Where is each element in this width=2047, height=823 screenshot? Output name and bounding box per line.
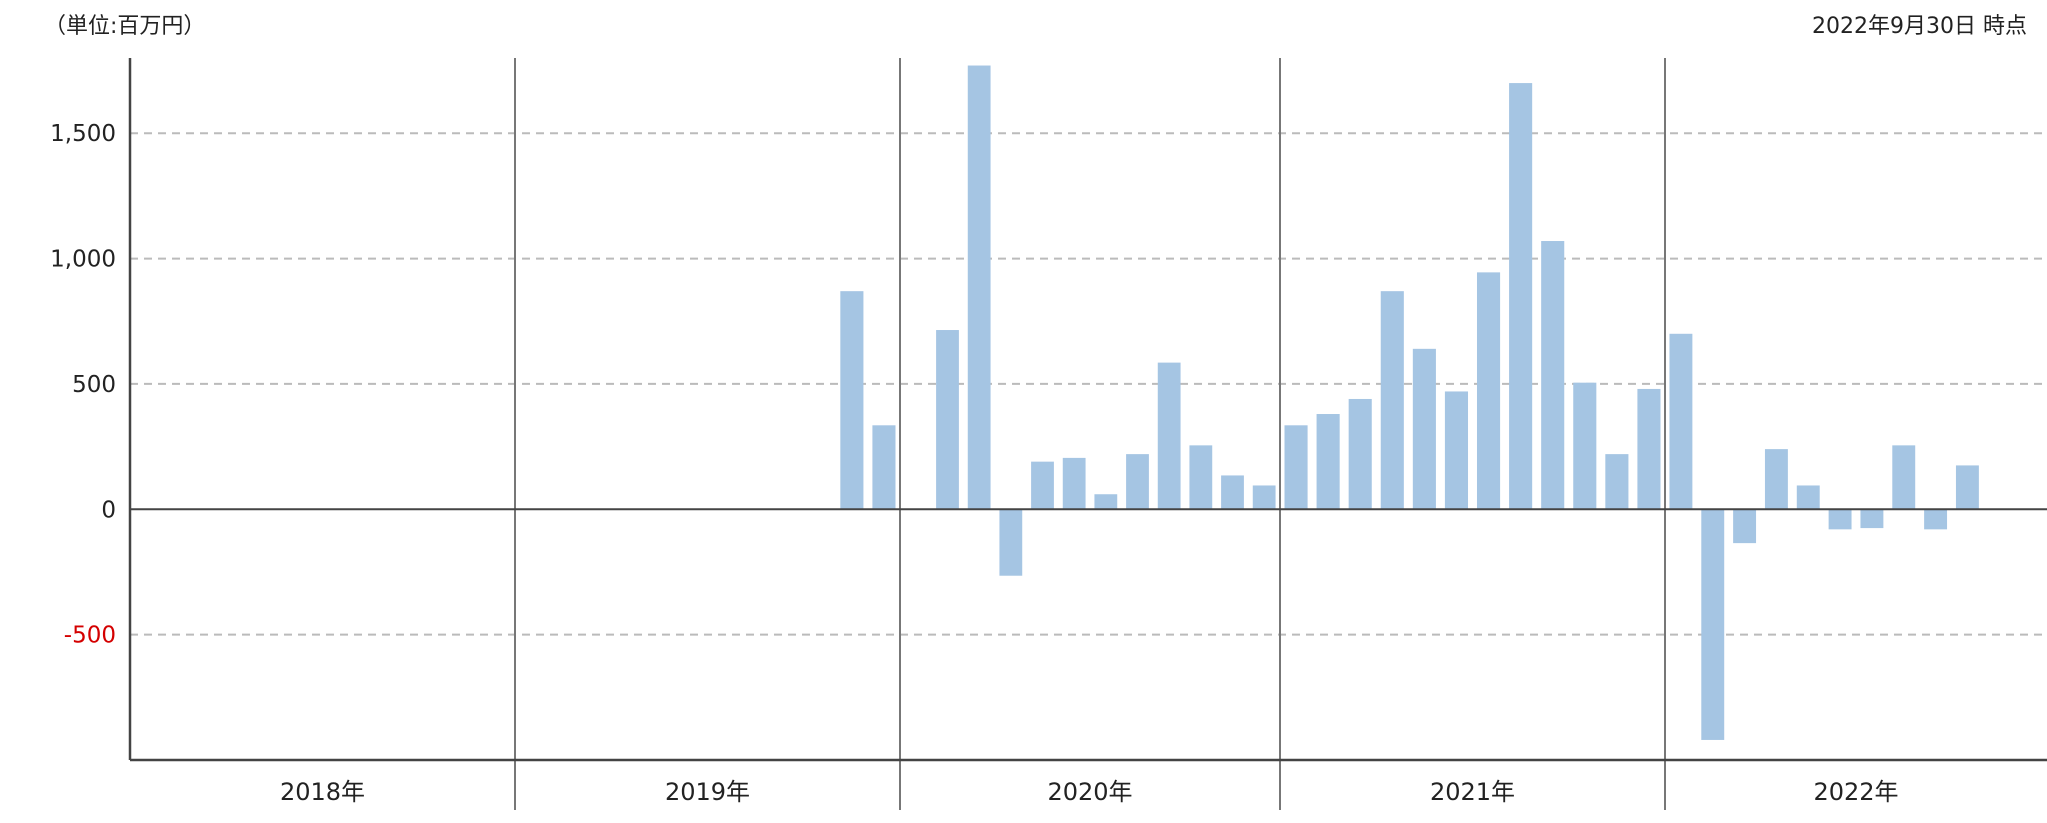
bar bbox=[840, 291, 864, 510]
y-tick-label: 0 bbox=[101, 497, 116, 523]
bar bbox=[1348, 398, 1372, 510]
bar bbox=[1892, 445, 1916, 510]
x-tick-label: 2021年 bbox=[1430, 778, 1515, 806]
bar bbox=[999, 509, 1023, 576]
bar bbox=[1541, 241, 1565, 510]
unit-label: （単位:百万円） bbox=[44, 14, 206, 39]
x-tick-label: 2020年 bbox=[1047, 778, 1132, 806]
bar bbox=[1955, 465, 1979, 510]
bar bbox=[1252, 485, 1276, 510]
bar bbox=[1031, 461, 1054, 510]
bar bbox=[1316, 414, 1340, 510]
bar bbox=[1126, 454, 1149, 510]
bar bbox=[1828, 509, 1852, 530]
bar bbox=[1796, 485, 1820, 510]
y-tick-label: 1,000 bbox=[50, 247, 116, 273]
bar bbox=[1701, 509, 1725, 740]
bar bbox=[1062, 457, 1086, 510]
bar bbox=[1157, 362, 1181, 510]
bar bbox=[967, 65, 991, 510]
bar bbox=[1605, 454, 1629, 510]
bar bbox=[1221, 475, 1244, 510]
bar bbox=[1189, 445, 1213, 510]
bar bbox=[1637, 388, 1661, 510]
x-tick-label: 2022年 bbox=[1813, 778, 1898, 806]
bar bbox=[1669, 333, 1693, 510]
bar bbox=[872, 425, 896, 510]
bar bbox=[1412, 348, 1436, 510]
bar bbox=[1924, 509, 1948, 530]
bar bbox=[1380, 291, 1404, 510]
y-tick-label: -500 bbox=[64, 623, 116, 649]
bar bbox=[1733, 509, 1757, 544]
bar bbox=[1573, 382, 1597, 510]
x-tick-label: 2018年 bbox=[280, 778, 365, 806]
as-of-date-label: 2022年9月30日 時点 bbox=[1812, 14, 2027, 39]
bar bbox=[936, 330, 959, 510]
bar bbox=[1764, 449, 1788, 510]
x-tick-label: 2019年 bbox=[665, 778, 750, 806]
bar bbox=[1476, 272, 1501, 510]
bar bbox=[1509, 83, 1533, 510]
bar bbox=[1094, 494, 1118, 510]
bar bbox=[1860, 509, 1884, 529]
bar bbox=[1284, 425, 1308, 510]
y-tick-label: 1,500 bbox=[50, 121, 116, 147]
y-tick-label: 500 bbox=[72, 372, 116, 398]
bar bbox=[1444, 391, 1469, 510]
